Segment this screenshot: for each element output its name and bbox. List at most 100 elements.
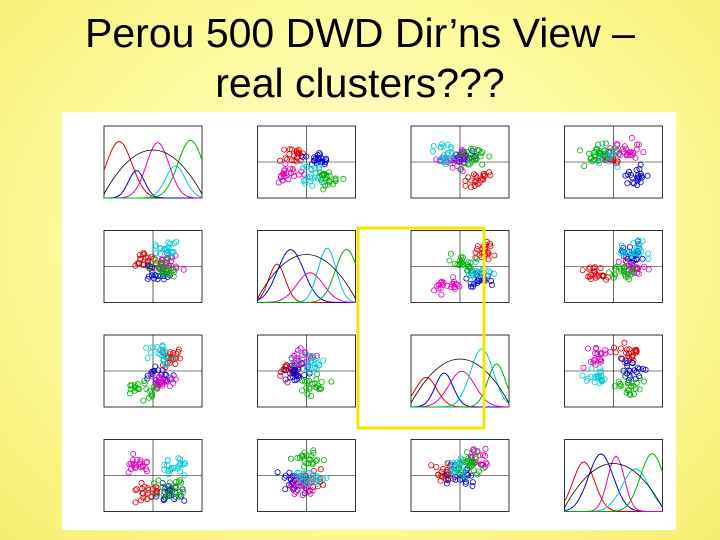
scatter-glyph — [299, 153, 306, 160]
scatter-glyph — [300, 177, 307, 184]
scatter-glyph — [177, 488, 184, 495]
scatter-glyph — [446, 155, 453, 162]
panel-frame — [103, 125, 203, 199]
scatter-glyph — [277, 372, 284, 379]
scatter-glyph — [287, 476, 294, 483]
scatter-glyph — [298, 452, 305, 459]
scatter-glyph — [479, 461, 486, 468]
scatter-glyph — [308, 175, 315, 182]
scatter-glyph — [166, 479, 173, 486]
density-total — [410, 358, 510, 404]
scatter-glyph — [599, 140, 606, 147]
scatter-glyph — [320, 457, 327, 464]
scatter-glyph — [139, 463, 146, 470]
scatter-glyph — [451, 464, 458, 471]
scatter-glyph — [301, 349, 308, 356]
scatter-glyph — [467, 145, 474, 152]
scatter-glyph — [488, 277, 495, 284]
scatter-glyph — [438, 291, 445, 298]
slide-title: Perou 500 DWD Dir’ns View – real cluster… — [0, 8, 720, 108]
scatter-glyph — [628, 134, 635, 141]
scatter-glyph — [637, 161, 644, 168]
scatter-glyph — [282, 472, 289, 479]
density-curve — [410, 372, 509, 408]
scatter-glyph — [181, 472, 188, 479]
scatter-glyph — [181, 497, 188, 504]
scatter-glyph — [602, 350, 609, 357]
scatter-glyph — [312, 155, 319, 162]
scatter-glyph — [294, 486, 301, 493]
scatter-glyph — [481, 170, 488, 177]
density-curve — [257, 272, 356, 303]
scatter-glyph — [148, 349, 155, 356]
scatter-glyph — [154, 491, 161, 498]
scatter-glyph — [441, 156, 448, 163]
scatter-glyph — [297, 481, 304, 488]
scatter-glyph — [635, 270, 642, 277]
scatter-glyph — [487, 172, 494, 179]
scatter-glyph — [164, 255, 171, 262]
scatter-glyph — [487, 269, 494, 276]
scatter-glyph — [635, 172, 642, 179]
scatter-glyph — [611, 344, 618, 351]
scatter-glyph — [165, 244, 172, 251]
scatter-glyph — [621, 265, 628, 272]
scatter-glyph — [627, 391, 634, 398]
scatter-glyph — [435, 285, 442, 292]
scatter-glyph — [454, 162, 461, 169]
scatter-glyph — [460, 459, 467, 466]
scatter-glyph — [161, 348, 168, 355]
scatter-glyph — [286, 146, 293, 153]
scatter-glyph — [143, 458, 150, 465]
scatter-glyph — [303, 460, 310, 467]
scatter-glyph — [591, 268, 598, 275]
scatter-glyph — [622, 172, 629, 179]
scatter-glyph — [626, 391, 633, 398]
scatter-glyph — [457, 469, 464, 476]
scatter-glyph — [600, 272, 607, 279]
scatter-glyph — [308, 393, 315, 400]
scatter-glyph — [638, 172, 645, 179]
scatter-glyph — [301, 180, 308, 187]
scatter-glyph — [317, 158, 324, 165]
scatter-glyph — [315, 362, 322, 369]
scatter-glyph — [306, 368, 313, 375]
scatter-glyph — [473, 455, 480, 462]
scatter-glyph — [316, 151, 323, 158]
scatter-glyph — [475, 147, 482, 154]
scatter-glyph — [306, 469, 313, 476]
scatter-glyph — [428, 462, 435, 469]
scatter-glyph — [469, 453, 476, 460]
scatter-glyph — [463, 261, 470, 268]
scatter-glyph — [286, 469, 293, 476]
scatter-glyph — [452, 473, 459, 480]
scatter-glyph — [145, 394, 152, 401]
scatter-glyph — [282, 155, 289, 162]
scatter-glyph — [165, 471, 172, 478]
scatter-glyph — [299, 387, 306, 394]
scatter-glyph — [173, 350, 180, 357]
scatter-glyph — [626, 168, 633, 175]
scatter-glyph — [469, 479, 476, 486]
scatter-glyph — [602, 152, 609, 159]
scatter-glyph — [311, 174, 318, 181]
scatter-glyph — [445, 459, 452, 466]
scatter-glyph — [623, 258, 630, 265]
scatter-glyph — [614, 163, 621, 170]
scatter-glyph — [160, 276, 167, 283]
scatter-glyph — [477, 150, 484, 157]
scatter-glyph — [581, 163, 588, 170]
scatter-glyph — [474, 449, 481, 456]
scatter-glyph — [159, 343, 166, 350]
scatter-glyph — [486, 153, 493, 160]
scatter-glyph — [141, 378, 148, 385]
scatter-glyph — [150, 480, 157, 487]
scatter-glyph — [323, 474, 330, 481]
scatter-glyph — [636, 374, 643, 381]
scatter-glyph — [621, 339, 628, 346]
scatter-glyph — [625, 379, 632, 386]
scatter-glyph — [607, 348, 614, 355]
scatter-glyph — [296, 359, 303, 366]
scatter-glyph — [316, 156, 323, 163]
scatter-glyph — [157, 245, 164, 252]
